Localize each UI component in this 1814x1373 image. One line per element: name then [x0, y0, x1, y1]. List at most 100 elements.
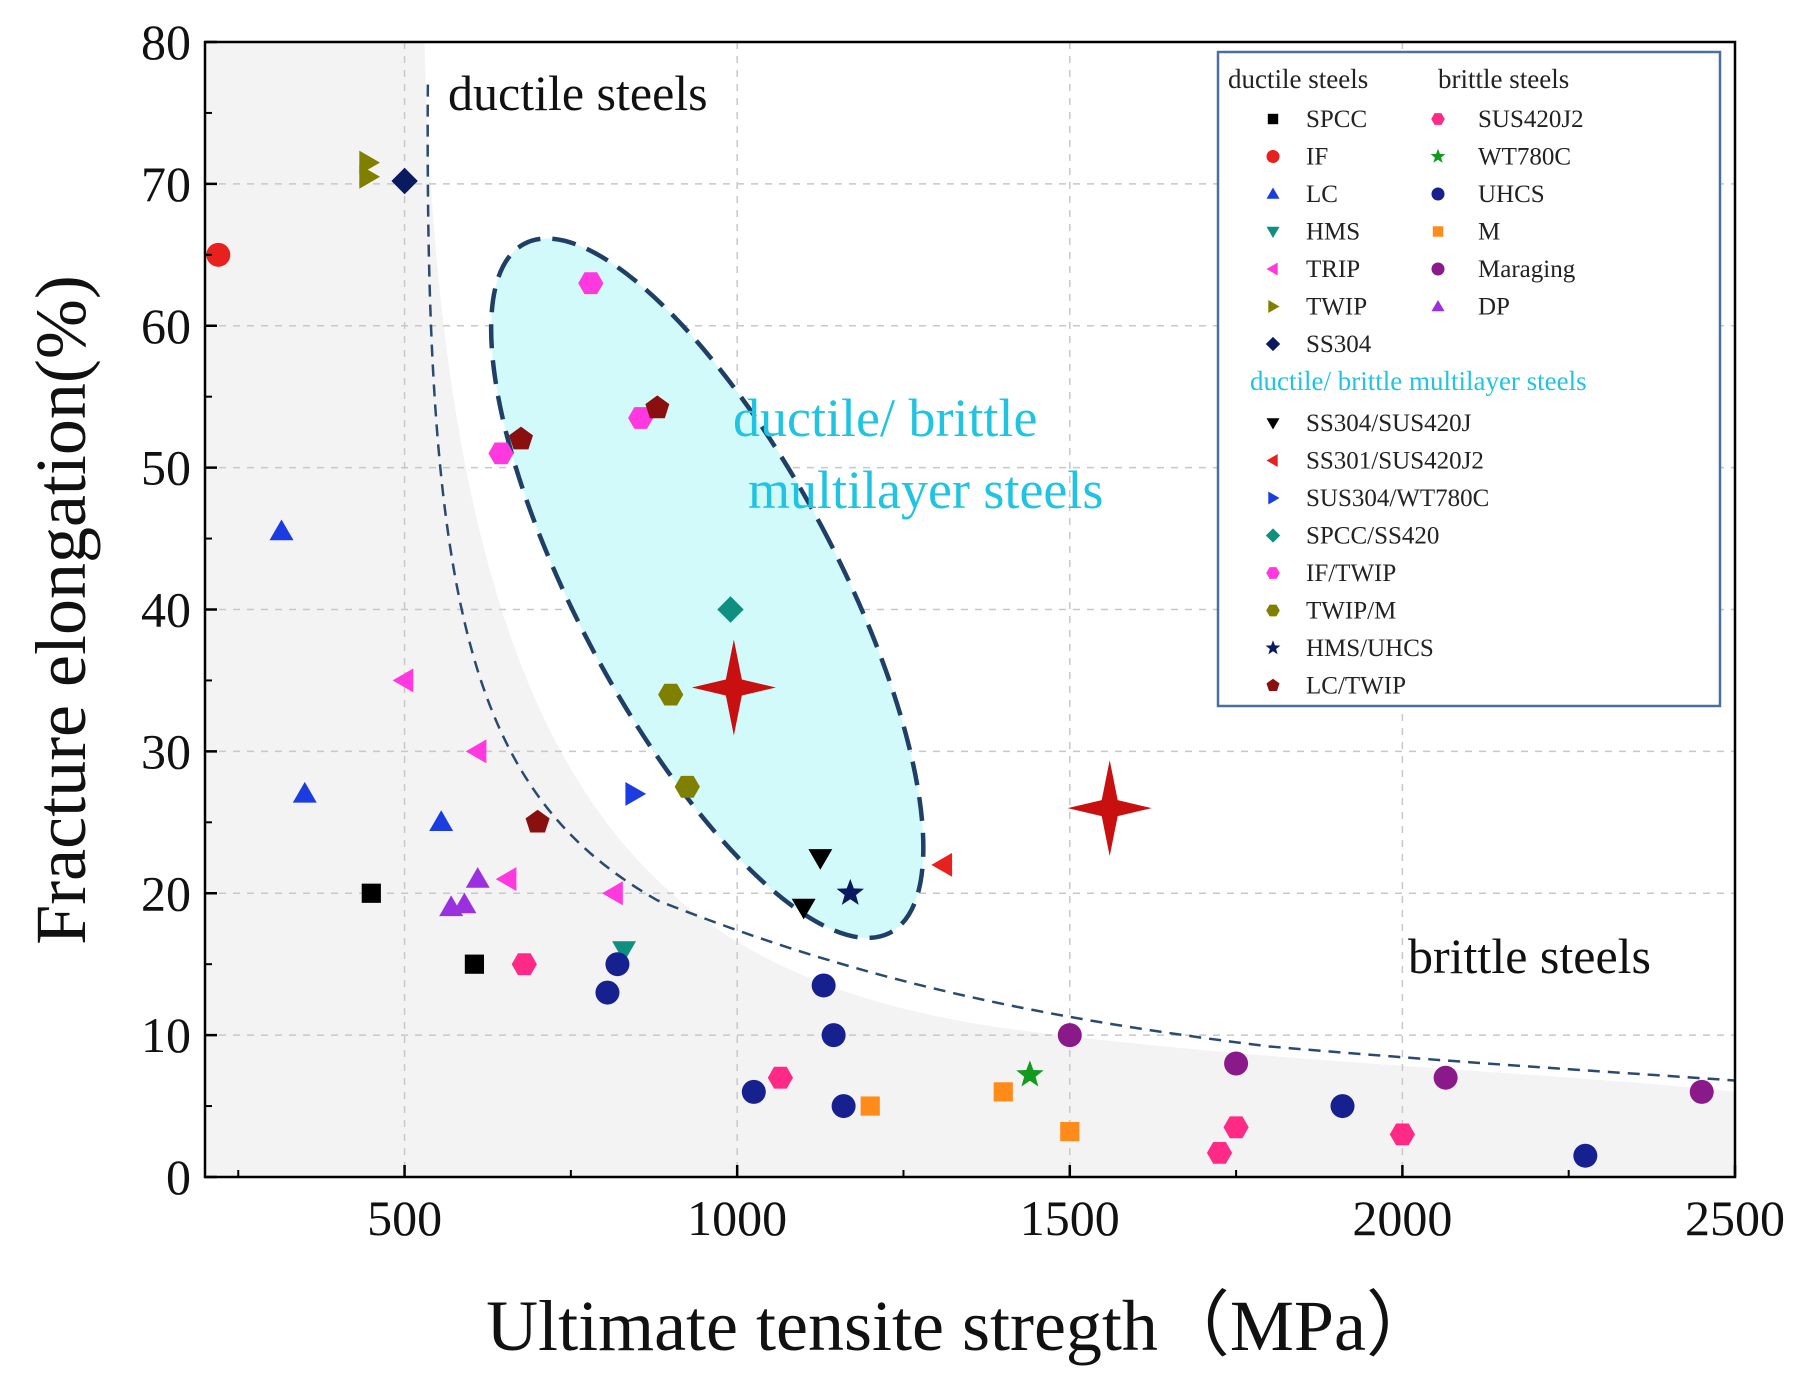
data-point	[821, 1023, 846, 1048]
series-hms-uhcs	[836, 878, 864, 905]
legend-entry-sus304-wt780c: SUS304/WT780C	[1268, 485, 1489, 512]
legend-entry-wt780c: WT780C	[1430, 144, 1571, 171]
y-tick-label: 40	[141, 582, 191, 638]
data-point	[488, 442, 514, 465]
legend-marker	[1265, 640, 1281, 655]
series-if-twip	[488, 272, 654, 465]
data-points	[206, 150, 1714, 1168]
brittle-steels-label: brittle steels	[1408, 928, 1651, 984]
x-tick-label: 500	[367, 1190, 442, 1246]
series-sus420j2	[511, 953, 1415, 1164]
legend-entry-twip-m: TWIP/M	[1266, 598, 1396, 625]
legend-label: IF	[1306, 144, 1328, 171]
y-tick-label: 70	[141, 156, 191, 212]
data-point	[495, 867, 517, 891]
legend-marker	[1266, 150, 1280, 163]
legend-entry-dp: DP	[1431, 294, 1510, 321]
legend-header-multilayer: ductile/ brittle multilayer steels	[1250, 366, 1587, 396]
legend-entry-ss304: SS304	[1265, 331, 1372, 358]
data-point	[1330, 1094, 1355, 1119]
legend-marker	[1432, 226, 1444, 237]
data-point	[1389, 1123, 1415, 1146]
legend-entry-lc: LC	[1266, 181, 1338, 208]
legend-marker	[1266, 604, 1280, 617]
legend-marker	[1266, 226, 1280, 238]
legend-label: Maraging	[1478, 256, 1576, 283]
data-point	[791, 898, 816, 920]
data-point	[808, 849, 833, 870]
data-point	[836, 878, 864, 905]
data-point	[602, 881, 623, 906]
legend-marker	[1430, 148, 1446, 163]
legend-label: TWIP/M	[1306, 598, 1396, 625]
legend-marker	[1265, 528, 1281, 543]
series-hms	[612, 941, 636, 962]
data-point	[605, 952, 630, 977]
data-point	[1573, 1143, 1598, 1168]
data-point	[509, 426, 533, 450]
data-point	[269, 519, 294, 541]
legend-label: SS301/SUS420J2	[1306, 448, 1484, 475]
series-ss301-sus420j2	[931, 852, 953, 877]
legend-box	[1216, 50, 1722, 708]
legend-label: SUS420J2	[1478, 106, 1584, 133]
x-tick-label: 1500	[1020, 1190, 1120, 1246]
data-point	[206, 242, 231, 267]
legend-marker	[1267, 113, 1279, 125]
legend-label: SPCC/SS420	[1306, 523, 1439, 550]
multilayer-label-line1: ductile/ brittle	[733, 388, 1037, 448]
legend-entry-uhcs: UHCS	[1431, 181, 1545, 208]
legend-entry-twip: TWIP	[1268, 294, 1367, 321]
y-tick-label: 50	[141, 440, 191, 496]
legend-header-ductile: ductile steels	[1228, 64, 1368, 94]
legend-label: LC	[1306, 181, 1338, 208]
data-point	[1060, 1122, 1080, 1142]
legend-label: SS304	[1306, 331, 1372, 358]
legend-entry-if-twip: IF/TWIP	[1266, 560, 1396, 587]
legend-marker	[1431, 113, 1445, 125]
legend: ductile steels brittle steels ductile/ b…	[1216, 50, 1722, 708]
legend-entry-hms: HMS	[1266, 219, 1360, 246]
legend-marker	[1266, 262, 1278, 276]
y-tick-label: 20	[141, 865, 191, 921]
data-point	[1224, 1051, 1249, 1076]
data-point	[831, 1094, 856, 1119]
data-point	[1433, 1065, 1458, 1090]
data-point	[429, 810, 454, 831]
data-point	[464, 954, 485, 974]
ductile-steels-label: ductile steels	[448, 65, 708, 121]
legend-marker	[1266, 187, 1280, 199]
data-point	[1689, 1079, 1714, 1104]
data-point	[359, 164, 380, 189]
data-point	[1206, 1142, 1233, 1164]
legend-entry-hms-uhcs: HMS/UHCS	[1265, 635, 1434, 662]
legend-entry-if: IF	[1266, 144, 1328, 171]
legend-entry-ss301-sus420j2: SS301/SUS420J2	[1266, 448, 1484, 475]
legend-label: WT780C	[1478, 144, 1571, 171]
y-tick-label: 80	[141, 14, 191, 70]
legend-entry-maraging: Maraging	[1431, 256, 1576, 283]
data-point	[931, 852, 953, 877]
y-tick-label: 0	[166, 1149, 191, 1205]
legend-entries: SPCC IF LC HMS TRIP TWIP SS304 SUS420J2 WT780C UH…	[1265, 106, 1584, 700]
data-point	[292, 781, 317, 803]
multilayer-region	[488, 236, 926, 941]
legend-entry-ss304-sus420j: SS304/SUS420J	[1266, 410, 1472, 437]
data-point	[452, 892, 477, 914]
series-ss304-sus420j	[791, 849, 833, 920]
legend-label: SS304/SUS420J	[1306, 410, 1472, 437]
legend-label: HMS	[1306, 219, 1360, 246]
series-dp	[439, 867, 490, 917]
legend-entry-spcc-ss420: SPCC/SS420	[1265, 523, 1439, 550]
legend-entry-spcc: SPCC	[1267, 106, 1367, 133]
data-point	[645, 395, 670, 419]
series-trip	[392, 668, 623, 906]
y-axis-title: Fracture elongation(%)	[21, 275, 101, 945]
data-point	[525, 809, 550, 833]
x-axis-title: Ultimate tensite stregth（MPa）	[486, 1286, 1438, 1366]
highlight-star	[691, 639, 776, 736]
data-point	[465, 867, 490, 888]
data-point	[511, 953, 537, 976]
data-point	[625, 782, 647, 806]
data-point	[993, 1082, 1013, 1102]
